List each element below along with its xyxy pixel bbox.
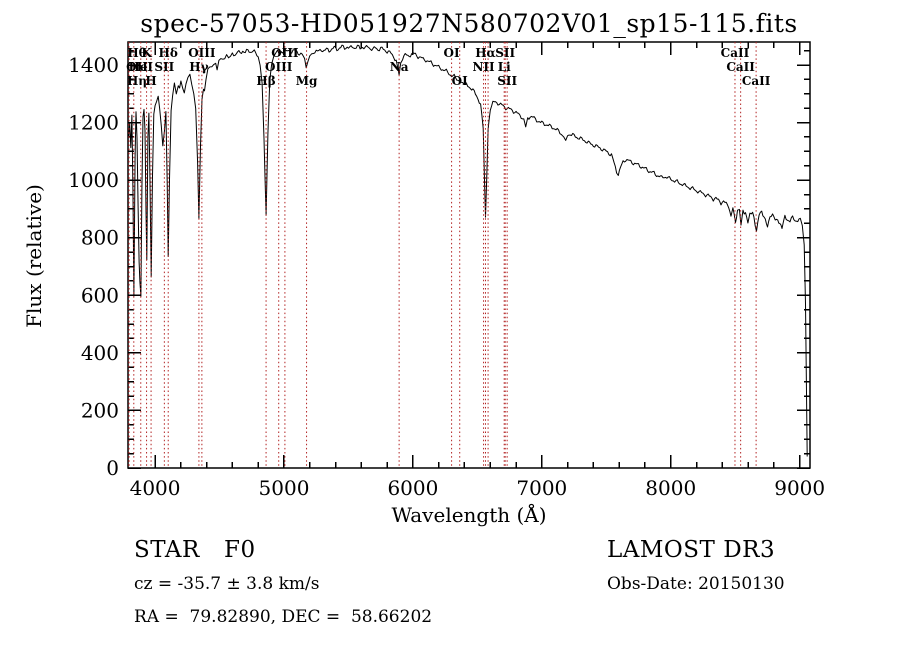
object-class: STAR [134,537,200,563]
spectral-line-label: OIII [188,46,216,60]
y-tick-label: 400 [81,341,119,365]
spectral-line-label: Li [498,60,511,74]
spectral-line-label: SII [495,46,515,60]
plot-border [127,41,811,469]
spectral-line-label: H [145,74,156,88]
spectral-line-label: Hβ [256,74,275,88]
survey-release: LAMOST DR3 [607,537,776,563]
x-tick-label: 8000 [645,476,696,500]
ra-dec: RA = 79.82890, DEC = 58.66202 [134,607,433,627]
spectral-line-label: Hγ [189,60,208,74]
page-title: spec-57053-HD051927N580702V01_sp15-115.f… [140,9,798,38]
spectral-line-markers [128,42,757,468]
y-tick-label: 200 [81,398,119,422]
spectrum-line [128,44,808,457]
x-axis-label: Wavelength (Å) [391,503,547,527]
y-tick-label: 1200 [68,111,119,135]
object-subclass: F0 [224,537,256,563]
x-tick-label: 6000 [387,476,438,500]
spectral-line-label: Hθ [127,46,146,60]
x-tick-label: 7000 [516,476,567,500]
spectral-line-label: OIII [265,60,293,74]
x-tick-label: 5000 [259,476,310,500]
plot-frame [127,41,811,469]
obs-date: Obs-Date: 20150130 [607,574,785,594]
spectrum-path [128,44,808,457]
y-tick-label: 800 [81,226,119,250]
spectral-line-label: HeI [128,60,153,74]
spectral-line-label: Mg [296,74,318,88]
spectral-line-label: NII [472,60,495,74]
y-tick-label: 0 [106,456,119,480]
spectral-line-labels: OIIHθHηHeIKHSIIHδHγOIIIHβOIIIOIIIMgNaOIO… [126,46,771,88]
spectral-line-label: OIII [271,46,299,60]
spectral-line-label: Hα [475,46,496,60]
spectral-line-label: Hη [127,74,147,88]
spectral-line-label: OI [452,74,468,88]
x-tick-label: 9000 [774,476,825,500]
x-tick-label: 4000 [130,476,181,500]
y-axis-label: Flux (relative) [22,184,46,328]
spectral-line-label: Hδ [159,46,178,60]
spectral-line-label: CaII [726,60,755,74]
y-tick-label: 600 [81,283,119,307]
spectral-line-label: SII [154,60,174,74]
y-tick-label: 1000 [68,168,119,192]
spectral-line-label: OII [126,60,148,74]
cz-value: cz = -35.7 ± 3.8 km/s [134,574,320,594]
spectral-line-label: CaII [721,46,750,60]
spectral-line-label: Na [390,60,409,74]
spectral-line-label: OI [444,46,460,60]
spectral-line-label: SII [497,74,517,88]
axis-tick-labels: 4000 5000 6000 7000 8000 9000 0 200 400 600 800 100… [68,53,825,500]
y-tick-label: 1400 [68,53,119,77]
axis-ticks [128,42,810,469]
spectral-line-label: K [141,46,152,60]
spectral-line-label: CaII [742,74,771,88]
